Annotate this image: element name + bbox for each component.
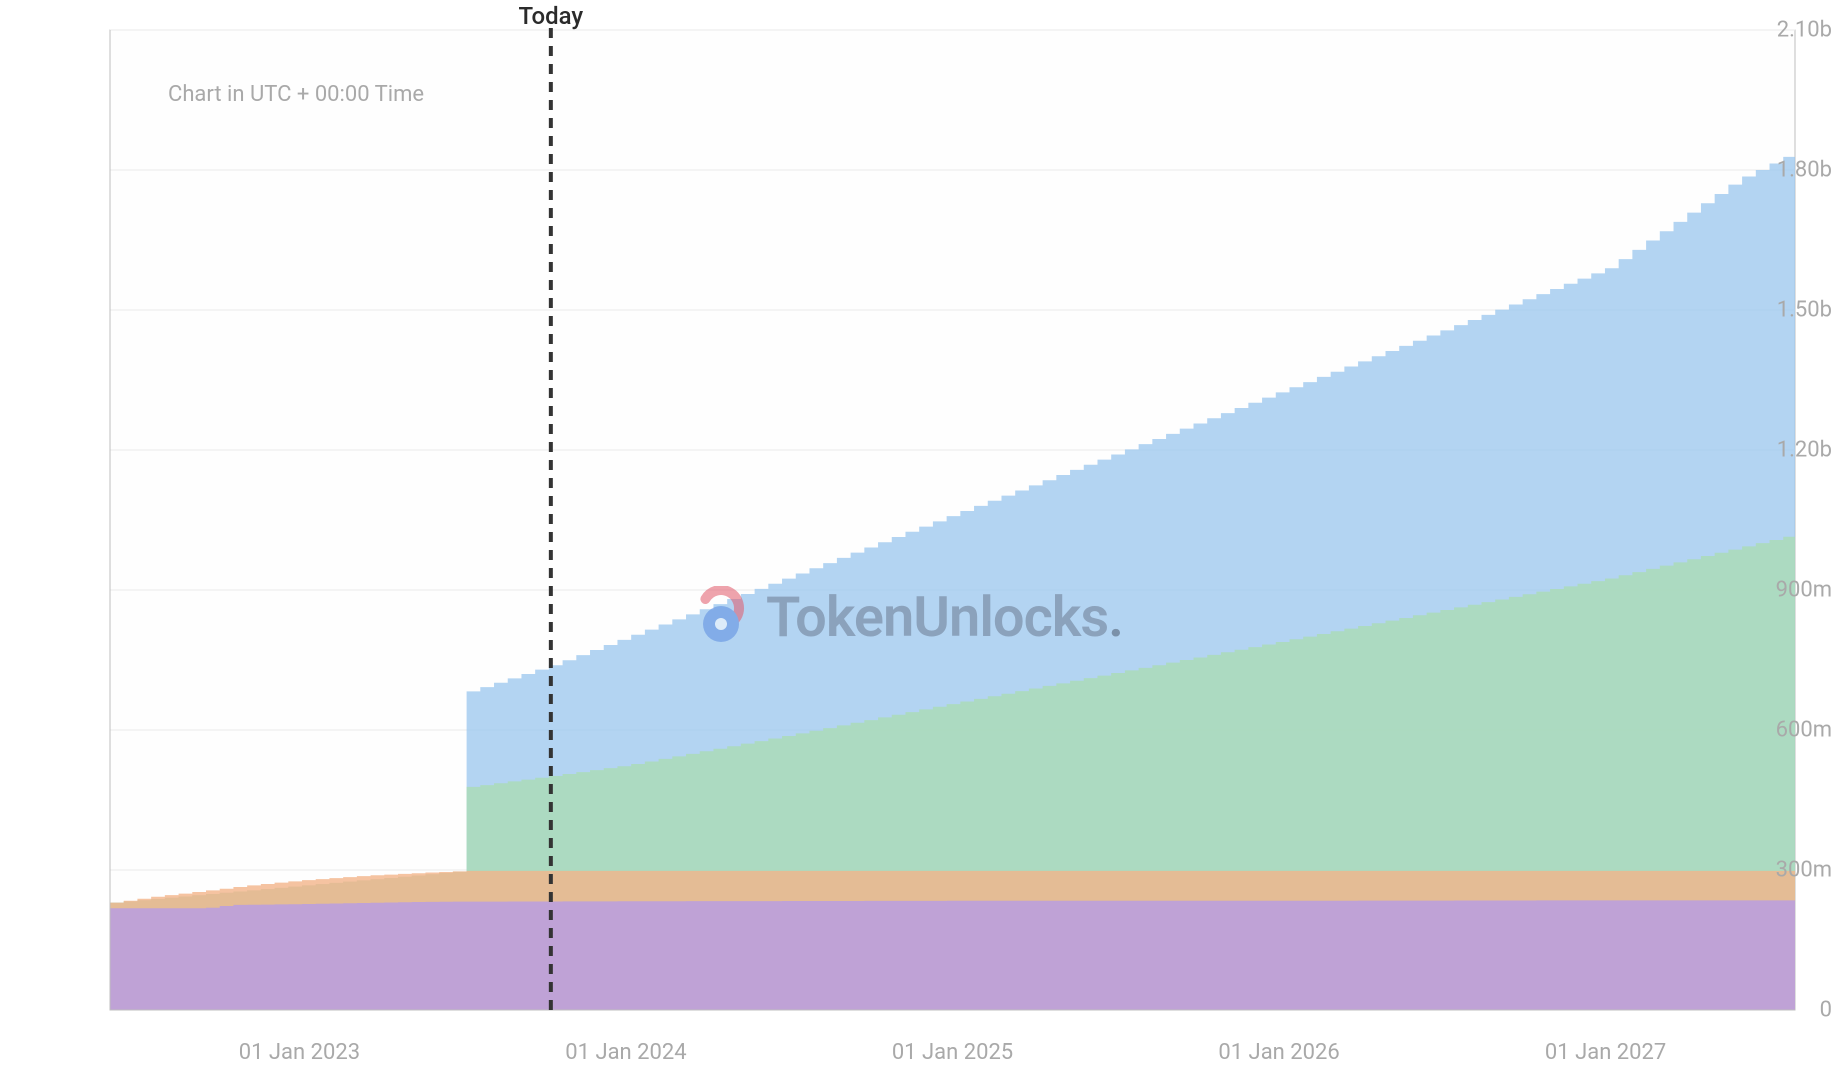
y-tick-label: 1.50b (1742, 298, 1832, 323)
x-tick-label: 01 Jan 2027 (1545, 1040, 1666, 1065)
y-tick-label: 2.10b (1742, 18, 1832, 43)
chart-timezone-note: Chart in UTC + 00:00 Time (168, 82, 424, 107)
y-tick-label: 1.80b (1742, 158, 1832, 183)
y-tick-label: 600m (1742, 718, 1832, 743)
chart-container: 0 300m 600m 900m 1.20b 1.50b 1.80b 2.10b 01 Jan… (0, 0, 1832, 1088)
x-tick-label: 01 Jan 2026 (1218, 1040, 1339, 1065)
today-marker-label: Today (519, 2, 584, 30)
y-tick-label: 900m (1742, 578, 1832, 603)
x-tick-label: 01 Jan 2023 (239, 1040, 360, 1065)
y-tick-label: 300m (1742, 858, 1832, 883)
series-layer-purple (110, 900, 1795, 1010)
y-tick-label: 1.20b (1742, 438, 1832, 463)
x-tick-label: 01 Jan 2025 (892, 1040, 1013, 1065)
chart-svg (0, 0, 1832, 1088)
x-tick-label: 01 Jan 2024 (565, 1040, 686, 1065)
y-tick-label: 0 (1742, 998, 1832, 1023)
